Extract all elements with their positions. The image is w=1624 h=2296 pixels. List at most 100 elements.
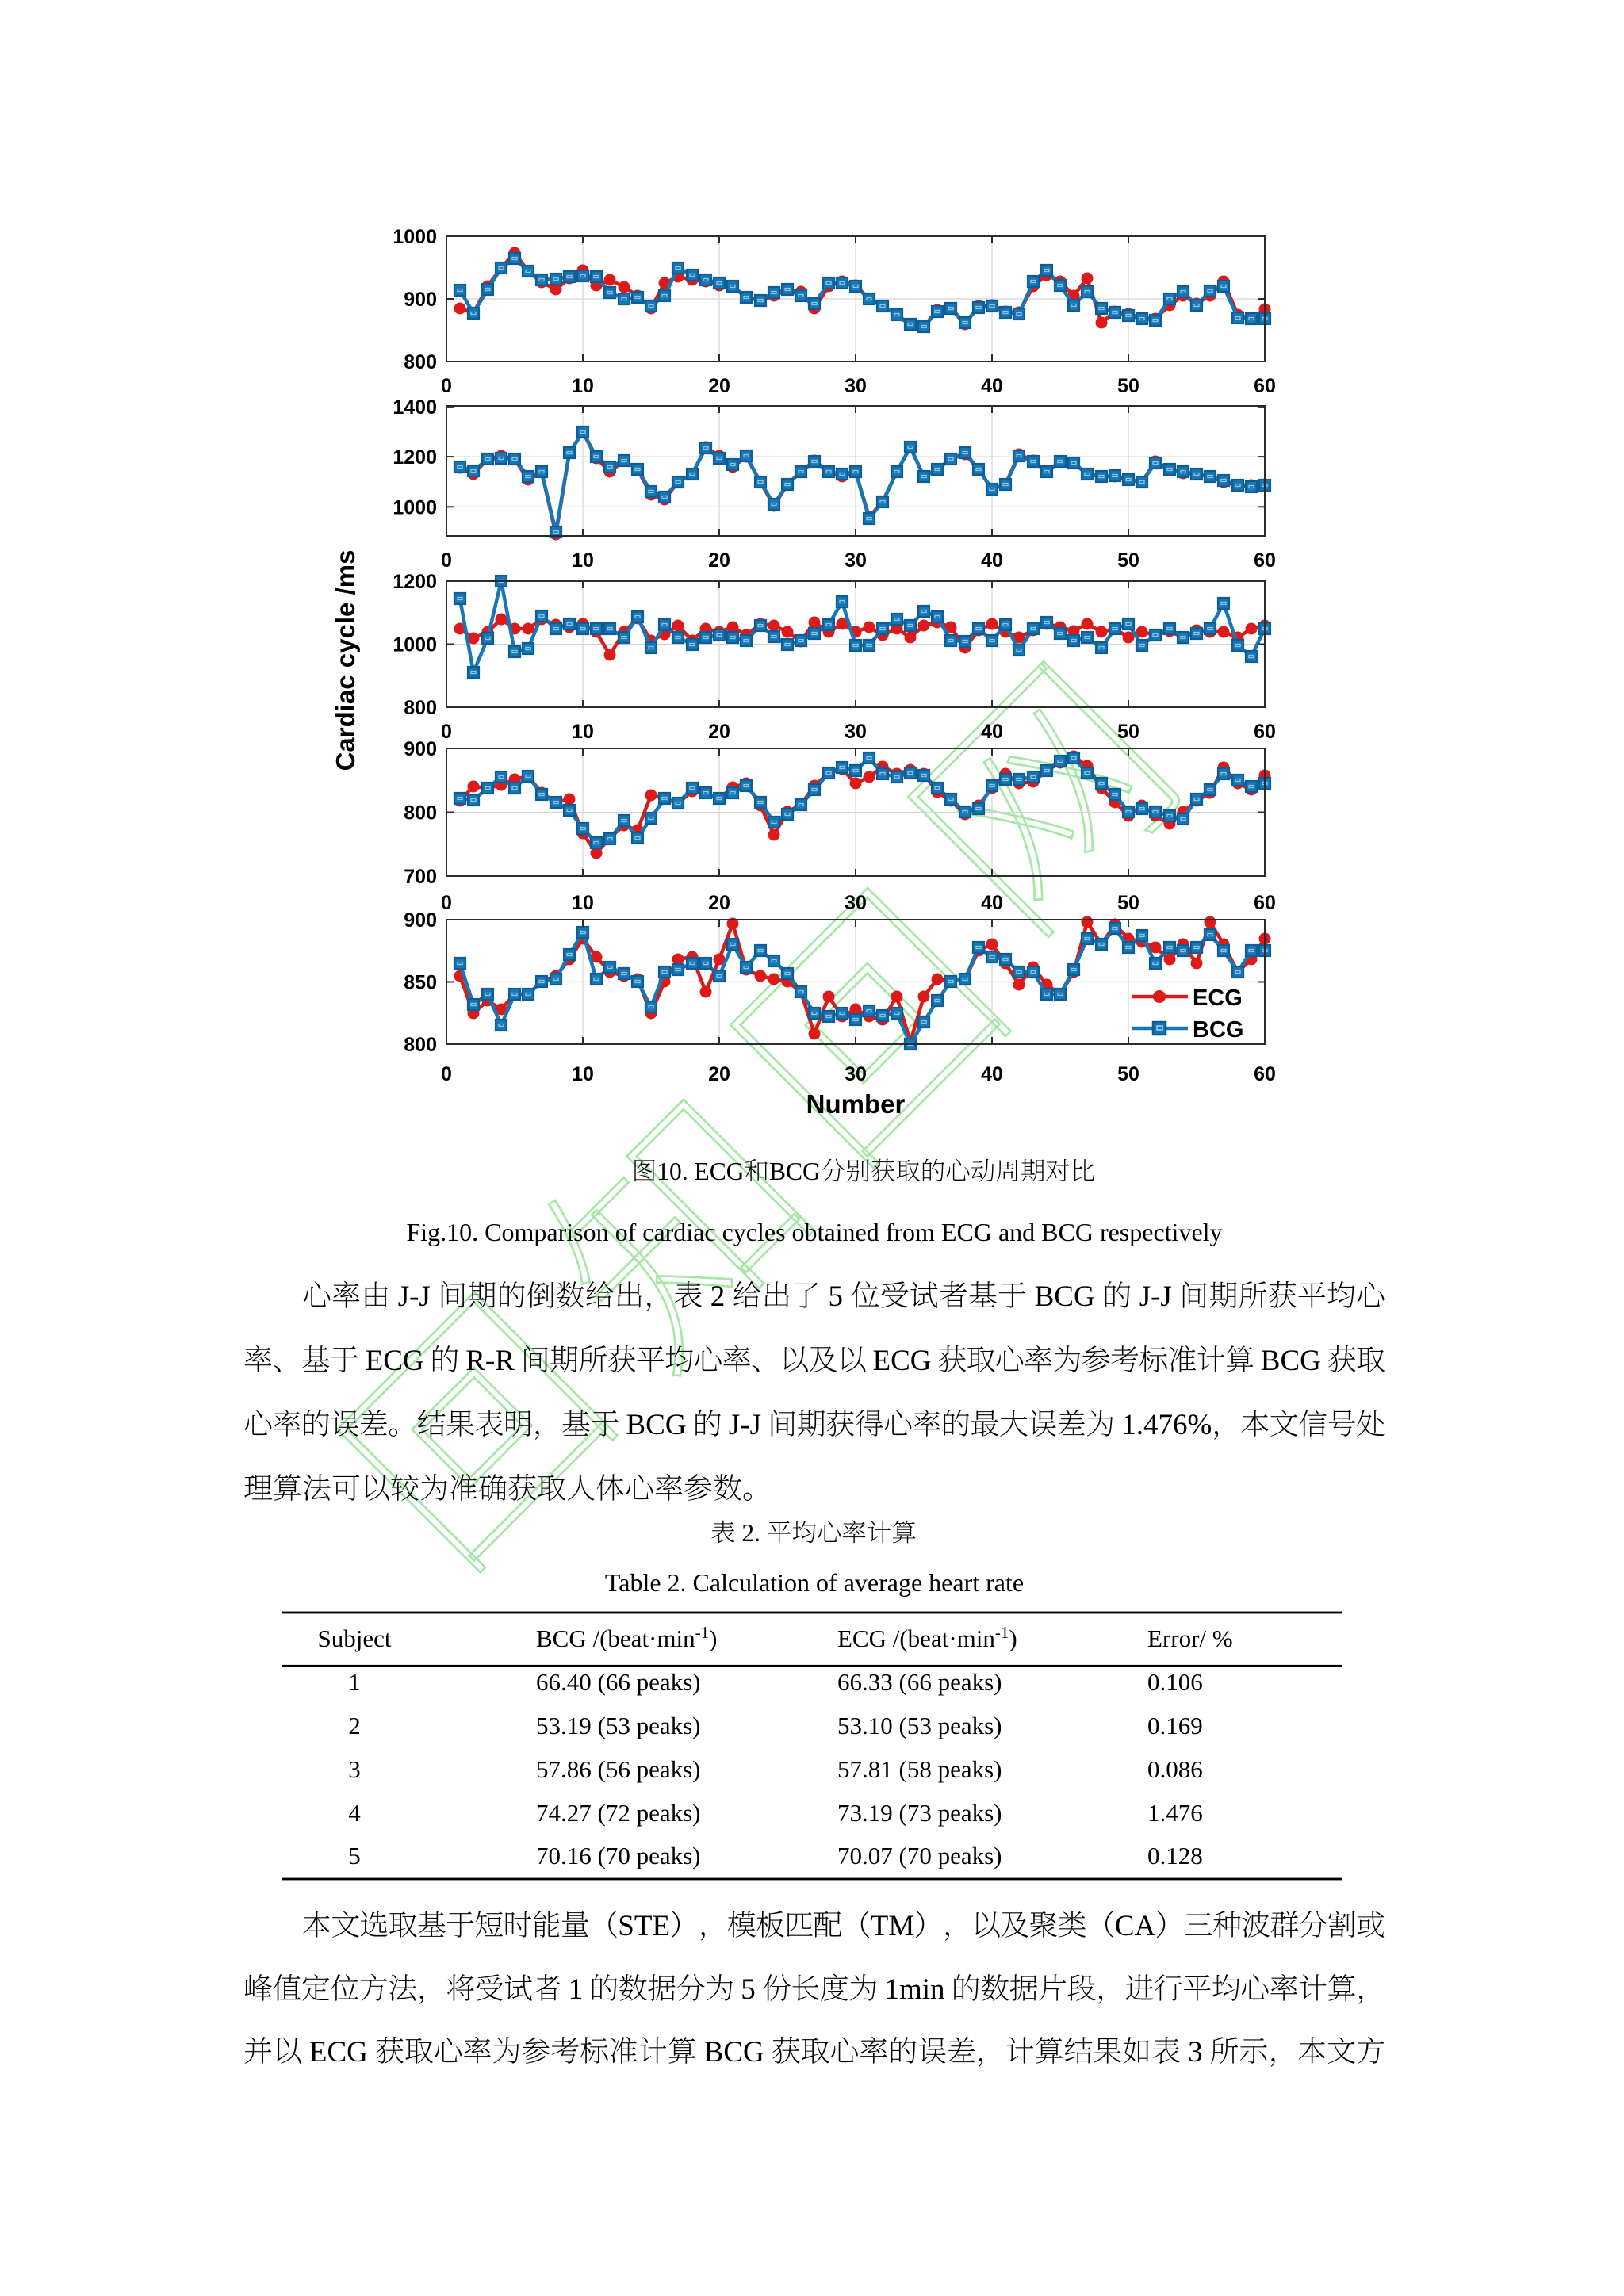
svg-text:70.07 (70 peaks): 70.07 (70 peaks) bbox=[837, 1842, 1002, 1869]
svg-text:1200: 1200 bbox=[393, 571, 437, 593]
svg-text:0: 0 bbox=[441, 1063, 452, 1085]
svg-text:ECG: ECG bbox=[309, 2036, 368, 2068]
svg-text:10: 10 bbox=[572, 549, 594, 572]
svg-text:Subject: Subject bbox=[318, 1624, 392, 1652]
svg-text:Cardiac cycle /ms: Cardiac cycle /ms bbox=[331, 550, 360, 771]
svg-text:40: 40 bbox=[981, 721, 1003, 743]
svg-text:2.: 2. bbox=[741, 1519, 760, 1547]
svg-text:57.81 (58 peaks): 57.81 (58 peaks) bbox=[837, 1755, 1002, 1783]
svg-text:10: 10 bbox=[572, 1063, 594, 1085]
svg-text:700: 700 bbox=[404, 866, 437, 888]
svg-text:BCG: BCG bbox=[1193, 1017, 1243, 1043]
svg-text:10: 10 bbox=[572, 892, 594, 914]
svg-text:50: 50 bbox=[1117, 549, 1139, 572]
svg-text:Fig.10. Comparison of cardiac: Fig.10. Comparison of cardiac cycles obt… bbox=[406, 1218, 1222, 1246]
svg-text:60: 60 bbox=[1254, 375, 1276, 397]
svg-text:TM: TM bbox=[871, 1910, 915, 1942]
svg-text:1000: 1000 bbox=[393, 226, 437, 248]
svg-text:J-J: J-J bbox=[729, 1409, 761, 1441]
svg-text:5: 5 bbox=[741, 1973, 756, 2006]
svg-text:5: 5 bbox=[348, 1842, 361, 1869]
svg-text:1: 1 bbox=[348, 1668, 361, 1696]
svg-text:J-J: J-J bbox=[1139, 1280, 1172, 1313]
svg-text:ECG: ECG bbox=[873, 1345, 932, 1377]
svg-text:30: 30 bbox=[845, 892, 867, 914]
svg-text:R-R: R-R bbox=[465, 1345, 515, 1377]
svg-text:ECG: ECG bbox=[366, 1345, 424, 1377]
svg-text:1.476: 1.476 bbox=[1147, 1799, 1203, 1827]
svg-text:53.19 (53 peaks): 53.19 (53 peaks) bbox=[536, 1712, 700, 1739]
svg-text:53.10 (53 peaks): 53.10 (53 peaks) bbox=[837, 1712, 1002, 1739]
svg-text:ECG: ECG bbox=[695, 1158, 745, 1185]
svg-text:60: 60 bbox=[1254, 549, 1276, 572]
svg-text:20: 20 bbox=[708, 1063, 730, 1085]
svg-text:50: 50 bbox=[1117, 1063, 1139, 1085]
svg-text:0: 0 bbox=[441, 892, 452, 914]
svg-text:30: 30 bbox=[845, 1063, 867, 1085]
svg-text:800: 800 bbox=[404, 802, 437, 825]
svg-text:900: 900 bbox=[404, 289, 437, 311]
svg-text:10: 10 bbox=[572, 375, 594, 397]
svg-text:850: 850 bbox=[404, 972, 437, 994]
svg-text:66.40 (66 peaks): 66.40 (66 peaks) bbox=[536, 1668, 700, 1696]
svg-text:Number: Number bbox=[806, 1089, 906, 1119]
svg-text:900: 900 bbox=[404, 738, 437, 760]
svg-text:70.16 (70 peaks): 70.16 (70 peaks) bbox=[536, 1842, 700, 1869]
svg-text:BCG /(beat·min-1): BCG /(beat·min-1) bbox=[536, 1623, 717, 1652]
svg-text:60: 60 bbox=[1254, 721, 1276, 743]
svg-text:20: 20 bbox=[708, 721, 730, 743]
svg-text:BCG: BCG bbox=[769, 1158, 821, 1185]
svg-text:1.476%: 1.476% bbox=[1121, 1409, 1212, 1441]
svg-text:20: 20 bbox=[708, 549, 730, 572]
svg-text:1000: 1000 bbox=[393, 496, 437, 519]
svg-text:20: 20 bbox=[708, 375, 730, 397]
svg-text:0: 0 bbox=[441, 549, 452, 572]
svg-text:40: 40 bbox=[981, 892, 1003, 914]
svg-text:50: 50 bbox=[1117, 375, 1139, 397]
svg-text:0.086: 0.086 bbox=[1147, 1755, 1203, 1783]
svg-text:1min: 1min bbox=[885, 1973, 945, 2006]
svg-text:800: 800 bbox=[404, 351, 437, 373]
svg-text:73.19 (73 peaks): 73.19 (73 peaks) bbox=[837, 1799, 1002, 1827]
svg-text:STE: STE bbox=[618, 1910, 670, 1942]
svg-text:5: 5 bbox=[829, 1280, 844, 1313]
svg-text:50: 50 bbox=[1117, 721, 1139, 743]
svg-text:60: 60 bbox=[1254, 1063, 1276, 1085]
svg-text:40: 40 bbox=[981, 1063, 1003, 1085]
svg-text:60: 60 bbox=[1254, 892, 1276, 914]
svg-text:66.33 (66 peaks): 66.33 (66 peaks) bbox=[837, 1668, 1002, 1696]
svg-text:57.86 (56 peaks): 57.86 (56 peaks) bbox=[536, 1755, 700, 1783]
svg-text:ECG: ECG bbox=[1193, 985, 1243, 1011]
svg-text:CA: CA bbox=[1115, 1910, 1156, 1942]
svg-text:900: 900 bbox=[404, 909, 437, 932]
svg-text:BCG: BCG bbox=[1261, 1345, 1321, 1377]
svg-text:3: 3 bbox=[1188, 2036, 1203, 2068]
svg-text:Table 2. Calculation of averag: Table 2. Calculation of average heart ra… bbox=[605, 1568, 1024, 1597]
svg-text:0.106: 0.106 bbox=[1147, 1668, 1203, 1696]
svg-text:800: 800 bbox=[404, 1034, 437, 1056]
svg-text:3: 3 bbox=[348, 1755, 361, 1783]
svg-text:4: 4 bbox=[348, 1799, 361, 1827]
svg-text:0: 0 bbox=[441, 375, 452, 397]
svg-text:1: 1 bbox=[569, 1973, 584, 2006]
svg-text:0.169: 0.169 bbox=[1147, 1712, 1203, 1739]
svg-text:2: 2 bbox=[348, 1712, 361, 1739]
svg-text:30: 30 bbox=[845, 721, 867, 743]
svg-text:BCG: BCG bbox=[1035, 1280, 1095, 1313]
svg-text:40: 40 bbox=[981, 375, 1003, 397]
svg-text:1400: 1400 bbox=[393, 396, 437, 419]
svg-text:10.: 10. bbox=[657, 1158, 688, 1185]
svg-text:74.27 (72 peaks): 74.27 (72 peaks) bbox=[536, 1799, 700, 1827]
svg-text:2: 2 bbox=[710, 1280, 726, 1313]
svg-text:BCG: BCG bbox=[626, 1409, 687, 1441]
svg-text:50: 50 bbox=[1117, 892, 1139, 914]
svg-text:1000: 1000 bbox=[393, 634, 437, 656]
svg-text:30: 30 bbox=[845, 549, 867, 572]
svg-text:ECG /(beat·min-1): ECG /(beat·min-1) bbox=[837, 1623, 1017, 1652]
svg-text:BCG: BCG bbox=[704, 2036, 764, 2068]
svg-text:1200: 1200 bbox=[393, 446, 437, 469]
svg-text:20: 20 bbox=[708, 892, 730, 914]
svg-text:0.128: 0.128 bbox=[1147, 1842, 1203, 1869]
svg-text:Error/ %: Error/ % bbox=[1147, 1624, 1233, 1652]
svg-text:40: 40 bbox=[981, 549, 1003, 572]
